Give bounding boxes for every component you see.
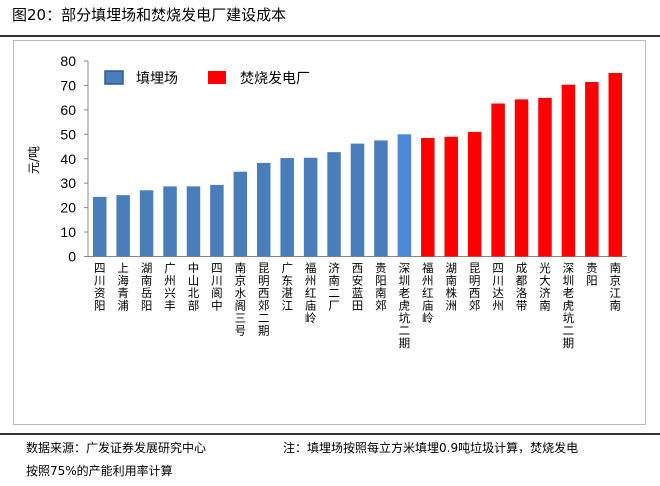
bar [397,134,412,257]
bar [280,158,294,257]
x-tick-label: 西安蓝田 [350,262,365,312]
bar [257,162,271,257]
y-tick-label: 80 [60,53,76,69]
header-rule [0,35,660,37]
bar [444,136,458,257]
y-tick-label: 10 [60,224,76,240]
y-tick-label: 30 [60,175,76,191]
legend-swatch-incineration [208,71,226,84]
bar [327,152,341,257]
x-tick-label: 中山北部 [186,262,201,312]
legend-label-incineration: 焚烧发电厂 [240,71,310,87]
footer-note: 注：填埋场按照每立方米填埋0.9吨垃圾计算，焚烧发电 [283,441,579,455]
x-tick-label: 上海青浦 [116,262,131,312]
figure-title: 图20：部分填埋场和焚烧发电厂建设成本 [12,6,287,24]
y-tick-label: 40 [60,151,76,167]
legend-swatch-landfill [104,70,124,85]
bar [467,131,482,257]
y-tick-label: 0 [68,249,76,265]
x-tick-label: 贵阳南郊 [373,262,388,312]
x-tick-label: 成都洛带 [514,262,529,312]
footer-source: 数据来源：广发证券发展研究中心 [26,441,207,455]
bar [491,103,505,257]
bar [538,97,552,257]
bar [608,72,623,257]
y-tick-label: 60 [60,102,76,118]
x-tick-label: 湖南岳阳 [139,262,154,312]
bar [585,82,599,257]
y-tick-label: 20 [60,200,76,216]
bar [350,143,365,257]
bar [421,137,435,257]
x-tick-label: 四川资阳 [92,262,107,312]
x-tick-label: 济南二厂 [327,262,342,312]
legend-label-landfill: 填埋场 [136,71,178,87]
x-tick-label: 昆明西郊二期 [256,262,271,337]
x-tick-label: 福州红庙岭 [420,262,435,325]
x-tick-label: 四川达州 [491,262,506,312]
bar [186,186,201,257]
bar [163,186,177,257]
bar [92,196,107,257]
x-tick-label: 四川阆中 [209,262,224,312]
x-tick-label: 南京水阁三号 [233,262,248,337]
y-tick-label: 70 [60,77,76,93]
bar [303,157,318,257]
x-tick-label: 湖南株洲 [444,262,459,312]
footer-rule [0,433,660,435]
x-tick-label: 深圳老虎坑二期 [397,262,412,350]
chart-frame [13,40,646,425]
x-tick-label: 昆明西郊 [467,262,482,312]
bar [374,140,388,257]
bar [233,171,248,257]
x-tick-label: 福州红庙岭 [303,262,318,325]
bar [116,195,130,257]
bar [561,84,576,257]
x-tick-label: 南京江南 [608,262,623,312]
x-tick-label: 深圳老虎坑二期 [561,262,576,350]
x-tick-label: 光大济南 [537,262,552,312]
x-tick-label: 广州兴丰 [163,262,178,312]
bar [139,190,154,257]
bar [210,184,224,257]
x-tick-label: 贵阳 [584,262,599,287]
y-axis-label: 元/吨 [27,146,41,174]
footer-note-continued: 按照75%的产能利用率计算 [26,464,173,478]
bar [514,99,529,257]
x-tick-label: 广东湛江 [280,262,295,312]
y-tick-label: 50 [60,126,76,142]
